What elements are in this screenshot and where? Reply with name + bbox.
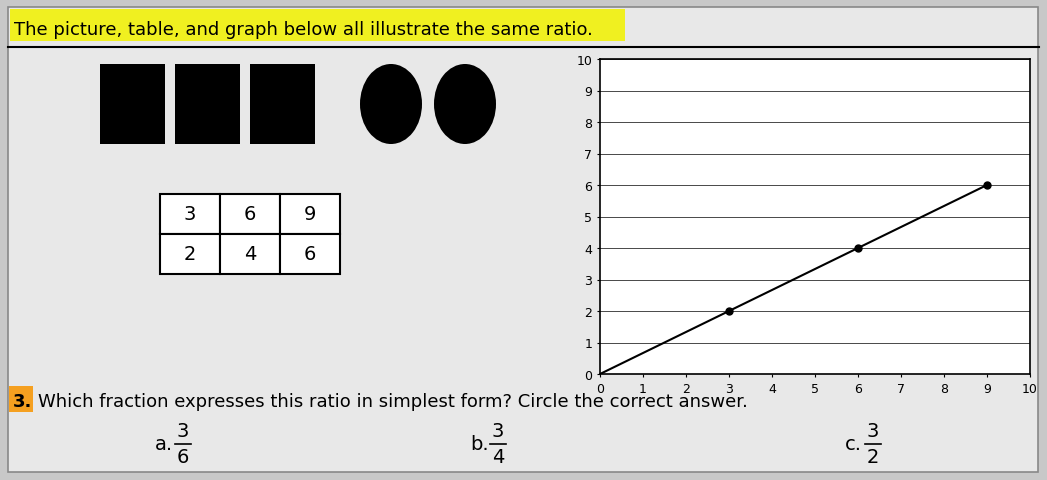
FancyBboxPatch shape bbox=[250, 65, 315, 144]
FancyBboxPatch shape bbox=[160, 194, 220, 235]
FancyBboxPatch shape bbox=[10, 10, 625, 42]
FancyBboxPatch shape bbox=[160, 235, 220, 275]
Text: 6: 6 bbox=[304, 245, 316, 264]
Point bbox=[979, 182, 996, 190]
Text: c.: c. bbox=[845, 434, 862, 454]
Point bbox=[849, 245, 866, 252]
Text: 9: 9 bbox=[304, 205, 316, 224]
FancyBboxPatch shape bbox=[220, 194, 280, 235]
Text: 6: 6 bbox=[244, 205, 257, 224]
FancyBboxPatch shape bbox=[9, 386, 34, 412]
Ellipse shape bbox=[360, 65, 422, 144]
Text: 3: 3 bbox=[184, 205, 196, 224]
Text: 3.: 3. bbox=[13, 392, 32, 410]
FancyBboxPatch shape bbox=[175, 65, 240, 144]
Ellipse shape bbox=[435, 65, 496, 144]
Point bbox=[720, 308, 737, 315]
FancyBboxPatch shape bbox=[280, 235, 340, 275]
Text: Which fraction expresses this ratio in simplest form? Circle the correct answer.: Which fraction expresses this ratio in s… bbox=[38, 392, 748, 410]
Text: 3: 3 bbox=[867, 421, 879, 441]
Text: 2: 2 bbox=[867, 447, 879, 467]
FancyBboxPatch shape bbox=[101, 65, 165, 144]
FancyBboxPatch shape bbox=[220, 235, 280, 275]
FancyBboxPatch shape bbox=[8, 8, 1038, 472]
Text: 2: 2 bbox=[184, 245, 196, 264]
FancyBboxPatch shape bbox=[280, 194, 340, 235]
Text: 6: 6 bbox=[177, 447, 190, 467]
Text: 3: 3 bbox=[492, 421, 505, 441]
Text: a.: a. bbox=[155, 434, 173, 454]
Text: 4: 4 bbox=[492, 447, 505, 467]
Text: 4: 4 bbox=[244, 245, 257, 264]
Text: The picture, table, and graph below all illustrate the same ratio.: The picture, table, and graph below all … bbox=[14, 21, 593, 39]
Text: 3: 3 bbox=[177, 421, 190, 441]
Text: b.: b. bbox=[470, 434, 489, 454]
